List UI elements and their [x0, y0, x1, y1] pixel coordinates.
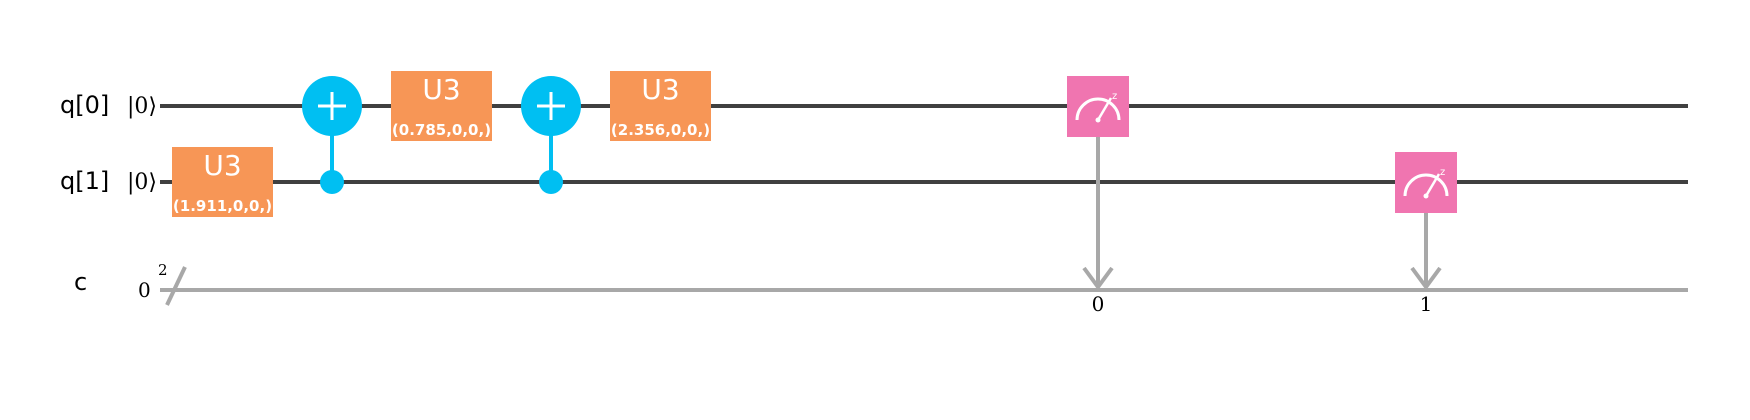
- svg-text:z: z: [1112, 91, 1117, 102]
- qubit-0-init-state: |0⟩: [127, 94, 157, 119]
- u3-gate-q0-first-param: (0.785,0,0,): [392, 121, 491, 139]
- classical-bus-slash: [165, 266, 187, 306]
- classical-bus-width: 2: [158, 261, 168, 279]
- measure-gate-q0[interactable]: z: [1067, 76, 1129, 291]
- u3-gate-q0-second-param: (2.356,0,0,): [611, 121, 710, 139]
- qubit-1-init-state: |0⟩: [127, 170, 157, 195]
- u3-gate-q0-second-name: U3: [641, 73, 679, 106]
- u3-gate-q0-first[interactable]: U3 (0.785,0,0,): [391, 71, 492, 141]
- measure-gate-q1[interactable]: z: [1395, 152, 1457, 291]
- meter-icon: z: [1075, 91, 1121, 123]
- u3-gate-q1[interactable]: U3 (1.911,0,0,): [172, 147, 273, 217]
- cnot-gate-2[interactable]: [521, 76, 581, 194]
- svg-text:z: z: [1440, 167, 1445, 178]
- cnot-2-control-dot: [539, 170, 563, 194]
- cnot-1-control-dot: [320, 170, 344, 194]
- classical-register-init: 0: [138, 278, 151, 302]
- classical-register-label: c: [74, 268, 87, 296]
- measure-bit-1-label: 1: [1420, 292, 1433, 316]
- meter-icon: z: [1403, 167, 1449, 199]
- qubit-1-label: q[1]: [60, 167, 109, 195]
- cnot-gate-1[interactable]: [302, 76, 362, 194]
- u3-gate-q1-name: U3: [203, 149, 241, 182]
- measure-bit-0-label: 0: [1092, 292, 1105, 316]
- qubit-0-label: q[0]: [60, 91, 109, 119]
- u3-gate-q1-param: (1.911,0,0,): [173, 197, 272, 215]
- u3-gate-q0-first-name: U3: [422, 73, 460, 106]
- u3-gate-q0-second[interactable]: U3 (2.356,0,0,): [610, 71, 711, 141]
